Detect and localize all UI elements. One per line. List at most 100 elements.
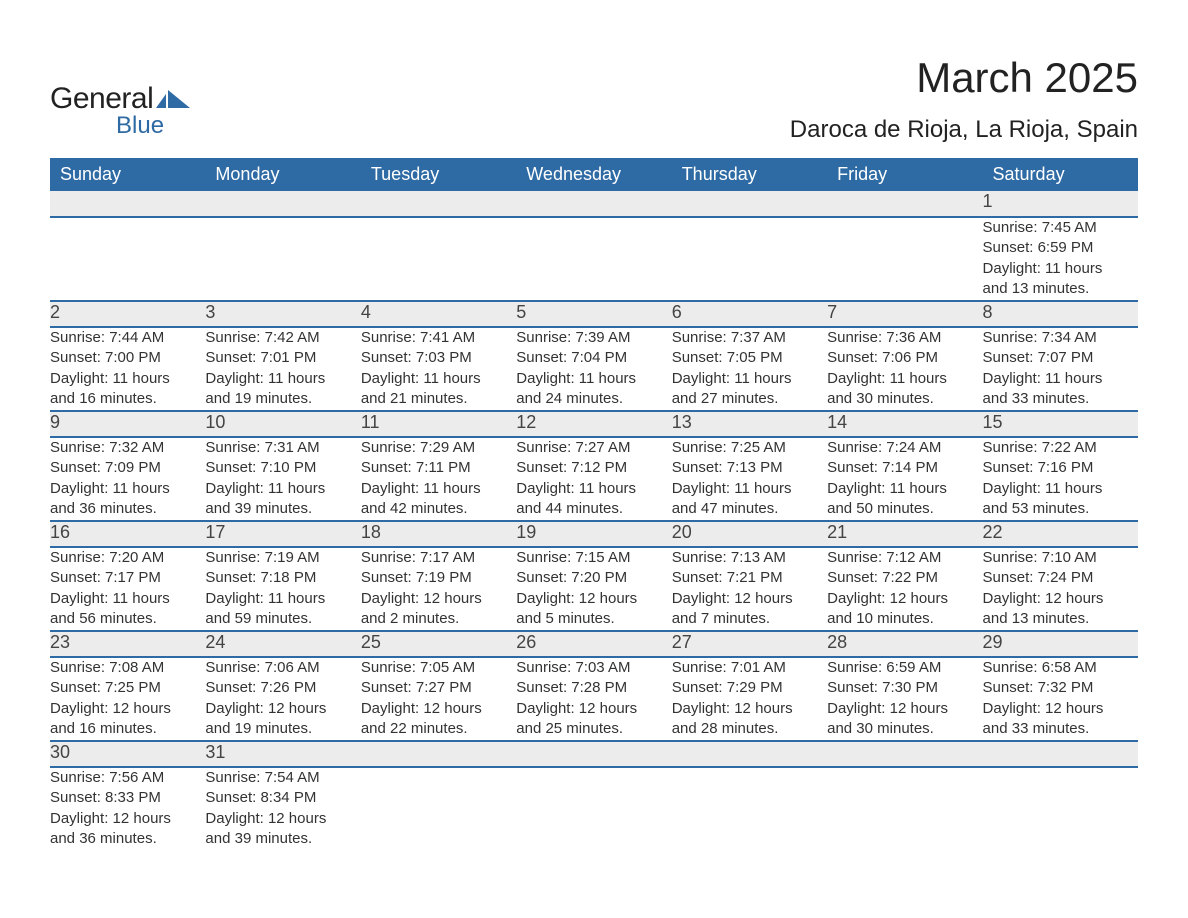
day-detail-line: and 21 minutes. xyxy=(361,389,516,409)
day-detail-line: Sunset: 7:12 PM xyxy=(516,458,671,478)
day-detail-line: and 5 minutes. xyxy=(516,609,671,629)
day-number-cell: 24 xyxy=(205,631,360,657)
day-detail-cell: Sunrise: 7:27 AMSunset: 7:12 PMDaylight:… xyxy=(516,437,671,521)
day-detail-cell: Sunrise: 7:17 AMSunset: 7:19 PMDaylight:… xyxy=(361,547,516,631)
day-detail-line: Sunrise: 7:34 AM xyxy=(983,328,1138,348)
day-detail-line: Sunrise: 7:39 AM xyxy=(516,328,671,348)
day-detail-cell: Sunrise: 7:13 AMSunset: 7:21 PMDaylight:… xyxy=(672,547,827,631)
day-detail-line: Daylight: 11 hours xyxy=(516,369,671,389)
day-detail-line: Daylight: 11 hours xyxy=(983,479,1138,499)
day-detail-line: Sunset: 7:07 PM xyxy=(983,348,1138,368)
day-detail-line: and 16 minutes. xyxy=(50,389,205,409)
day-detail-line: Daylight: 12 hours xyxy=(672,589,827,609)
day-detail-cell xyxy=(672,217,827,301)
day-detail-line: Daylight: 11 hours xyxy=(205,479,360,499)
day-detail-line: Sunrise: 7:31 AM xyxy=(205,438,360,458)
day-number-cell xyxy=(827,191,982,217)
day-detail-line: Sunrise: 7:32 AM xyxy=(50,438,205,458)
day-number-cell: 10 xyxy=(205,411,360,437)
day-number-cell: 18 xyxy=(361,521,516,547)
weekday-header: Thursday xyxy=(672,158,827,191)
day-detail-line: and 36 minutes. xyxy=(50,829,205,849)
month-title: March 2025 xyxy=(790,54,1138,102)
day-detail-cell xyxy=(205,217,360,301)
day-detail-cell xyxy=(983,767,1138,851)
day-detail-line: Daylight: 12 hours xyxy=(205,809,360,829)
day-detail-line: Sunrise: 7:56 AM xyxy=(50,768,205,788)
day-detail-line: and 42 minutes. xyxy=(361,499,516,519)
day-detail-line: Daylight: 11 hours xyxy=(205,369,360,389)
day-detail-line: Sunset: 7:13 PM xyxy=(672,458,827,478)
day-detail-line: Sunset: 7:26 PM xyxy=(205,678,360,698)
day-number-cell xyxy=(361,191,516,217)
day-detail-cell: Sunrise: 7:45 AMSunset: 6:59 PMDaylight:… xyxy=(983,217,1138,301)
day-number-cell: 25 xyxy=(361,631,516,657)
day-detail-cell: Sunrise: 7:15 AMSunset: 7:20 PMDaylight:… xyxy=(516,547,671,631)
day-detail-cell: Sunrise: 7:34 AMSunset: 7:07 PMDaylight:… xyxy=(983,327,1138,411)
day-detail-line: Sunrise: 7:01 AM xyxy=(672,658,827,678)
day-detail-cell: Sunrise: 7:10 AMSunset: 7:24 PMDaylight:… xyxy=(983,547,1138,631)
day-detail-line: Sunset: 7:16 PM xyxy=(983,458,1138,478)
day-detail-line: Sunrise: 7:27 AM xyxy=(516,438,671,458)
day-detail-cell xyxy=(516,217,671,301)
day-detail-line: and 19 minutes. xyxy=(205,719,360,739)
day-number-cell: 17 xyxy=(205,521,360,547)
weekday-header: Tuesday xyxy=(361,158,516,191)
day-number-cell: 9 xyxy=(50,411,205,437)
day-detail-cell: Sunrise: 7:42 AMSunset: 7:01 PMDaylight:… xyxy=(205,327,360,411)
day-number-cell: 11 xyxy=(361,411,516,437)
day-detail-line: Daylight: 11 hours xyxy=(361,479,516,499)
day-number-cell xyxy=(516,191,671,217)
day-detail-line: Daylight: 11 hours xyxy=(50,479,205,499)
day-detail-line: Sunrise: 7:45 AM xyxy=(983,218,1138,238)
day-detail-line: Sunset: 7:11 PM xyxy=(361,458,516,478)
day-detail-line: Sunset: 7:18 PM xyxy=(205,568,360,588)
day-detail-line: Daylight: 11 hours xyxy=(827,479,982,499)
day-detail-cell: Sunrise: 7:37 AMSunset: 7:05 PMDaylight:… xyxy=(672,327,827,411)
day-number-cell: 19 xyxy=(516,521,671,547)
calendar-header: SundayMondayTuesdayWednesdayThursdayFrid… xyxy=(50,158,1138,191)
day-detail-line: Sunrise: 7:54 AM xyxy=(205,768,360,788)
day-detail-line: and 19 minutes. xyxy=(205,389,360,409)
day-detail-line: and 7 minutes. xyxy=(672,609,827,629)
day-detail-line: and 59 minutes. xyxy=(205,609,360,629)
day-detail-cell: Sunrise: 7:32 AMSunset: 7:09 PMDaylight:… xyxy=(50,437,205,521)
day-detail-line: Daylight: 11 hours xyxy=(361,369,516,389)
logo-text-general: General xyxy=(50,82,153,116)
day-detail-line: Sunrise: 6:59 AM xyxy=(827,658,982,678)
day-number-cell: 4 xyxy=(361,301,516,327)
day-number-cell: 8 xyxy=(983,301,1138,327)
day-number-cell: 30 xyxy=(50,741,205,767)
day-detail-line: Daylight: 12 hours xyxy=(50,809,205,829)
day-detail-cell: Sunrise: 7:41 AMSunset: 7:03 PMDaylight:… xyxy=(361,327,516,411)
day-detail-line: Sunset: 7:03 PM xyxy=(361,348,516,368)
day-detail-line: and 13 minutes. xyxy=(983,609,1138,629)
day-detail-line: Sunset: 7:22 PM xyxy=(827,568,982,588)
day-detail-line: Sunset: 7:20 PM xyxy=(516,568,671,588)
day-number-cell: 31 xyxy=(205,741,360,767)
day-detail-line: Daylight: 12 hours xyxy=(516,699,671,719)
day-detail-cell: Sunrise: 7:54 AMSunset: 8:34 PMDaylight:… xyxy=(205,767,360,851)
day-detail-cell: Sunrise: 7:19 AMSunset: 7:18 PMDaylight:… xyxy=(205,547,360,631)
day-detail-line: and 36 minutes. xyxy=(50,499,205,519)
day-detail-line: and 2 minutes. xyxy=(361,609,516,629)
weekday-header: Wednesday xyxy=(516,158,671,191)
day-number-cell xyxy=(205,191,360,217)
day-detail-cell xyxy=(516,767,671,851)
day-detail-cell xyxy=(361,217,516,301)
day-detail-line: Sunrise: 7:13 AM xyxy=(672,548,827,568)
day-detail-cell: Sunrise: 6:59 AMSunset: 7:30 PMDaylight:… xyxy=(827,657,982,741)
day-detail-line: Daylight: 11 hours xyxy=(827,369,982,389)
day-detail-line: and 13 minutes. xyxy=(983,279,1138,299)
day-detail-cell: Sunrise: 7:12 AMSunset: 7:22 PMDaylight:… xyxy=(827,547,982,631)
day-detail-line: Sunrise: 7:44 AM xyxy=(50,328,205,348)
day-detail-line: Sunset: 7:10 PM xyxy=(205,458,360,478)
day-detail-line: Sunrise: 7:36 AM xyxy=(827,328,982,348)
day-number-cell: 13 xyxy=(672,411,827,437)
day-detail-cell xyxy=(50,217,205,301)
day-detail-line: Sunset: 7:27 PM xyxy=(361,678,516,698)
day-detail-line: Daylight: 11 hours xyxy=(672,369,827,389)
day-number-cell: 27 xyxy=(672,631,827,657)
day-detail-line: Sunset: 7:24 PM xyxy=(983,568,1138,588)
day-detail-cell: Sunrise: 7:01 AMSunset: 7:29 PMDaylight:… xyxy=(672,657,827,741)
